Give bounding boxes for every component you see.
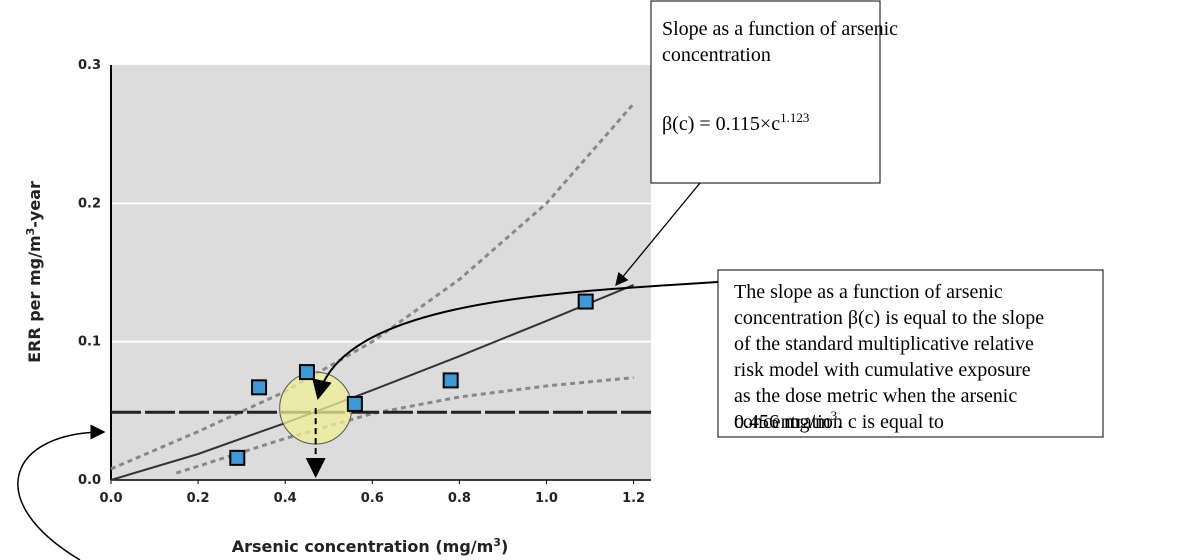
x-tick-label: 0.0 — [99, 491, 122, 506]
fit-line — [110, 284, 634, 481]
arrow — [17, 424, 106, 560]
fit-line — [110, 102, 635, 471]
annotation-text: concentration β(c) is equal to the slope — [734, 307, 1044, 329]
annotation-box — [650, 0, 881, 184]
data-point — [346, 395, 363, 412]
x-tick-label: 0.8 — [448, 491, 471, 506]
data-point — [229, 449, 246, 466]
annotation-text: concentration — [662, 44, 771, 66]
x-tick-label: 0.2 — [187, 491, 210, 506]
annotation-text: concentration c is equal to — [734, 411, 944, 433]
x-axis-label: Arsenic concentration (mg/m3) — [232, 536, 509, 556]
annotation-text: The slope as a function of arsenic — [734, 281, 1003, 303]
x-tick-label: 1.2 — [622, 491, 645, 506]
x-tick-label: 0.6 — [361, 491, 384, 506]
arrow — [312, 281, 719, 400]
annotation-text: risk model with cumulative exposure — [734, 359, 1031, 381]
annotation-group: The slope as a function of arsenic concen… — [734, 281, 1044, 433]
arrow — [615, 182, 701, 287]
data-point — [577, 293, 594, 310]
annotation-text: 0.456 mg/m3. — [734, 408, 842, 433]
annotation-text: as the dose metric when the arsenic — [734, 385, 1017, 407]
annotation-formula: β(c) = 0.115×c1.123 — [662, 110, 809, 135]
x-tick-label: 0.4 — [274, 491, 297, 506]
annotation-box — [717, 269, 1104, 438]
data-point — [251, 379, 268, 396]
y-tick-label: 0.2 — [78, 196, 101, 211]
annotation-text: of the standard multiplicative relative — [734, 333, 1034, 355]
y-tick-label: 0.1 — [78, 335, 101, 350]
plot-background — [111, 65, 651, 480]
y-tick-label: 0.0 — [78, 473, 101, 488]
data-point — [442, 372, 459, 389]
y-axis-label: ERR per mg/m3-year — [24, 181, 44, 363]
plot-area: 0.0 0.1 0.2 0.3 0.0 0.2 0.4 0.6 0.8 1.0 1.2 — [78, 58, 651, 506]
y-tick-label: 0.3 — [78, 58, 101, 73]
data-point — [298, 364, 315, 381]
annotation-text: Slope as a function of arsenic — [662, 18, 898, 40]
x-tick-label: 1.0 — [535, 491, 558, 506]
